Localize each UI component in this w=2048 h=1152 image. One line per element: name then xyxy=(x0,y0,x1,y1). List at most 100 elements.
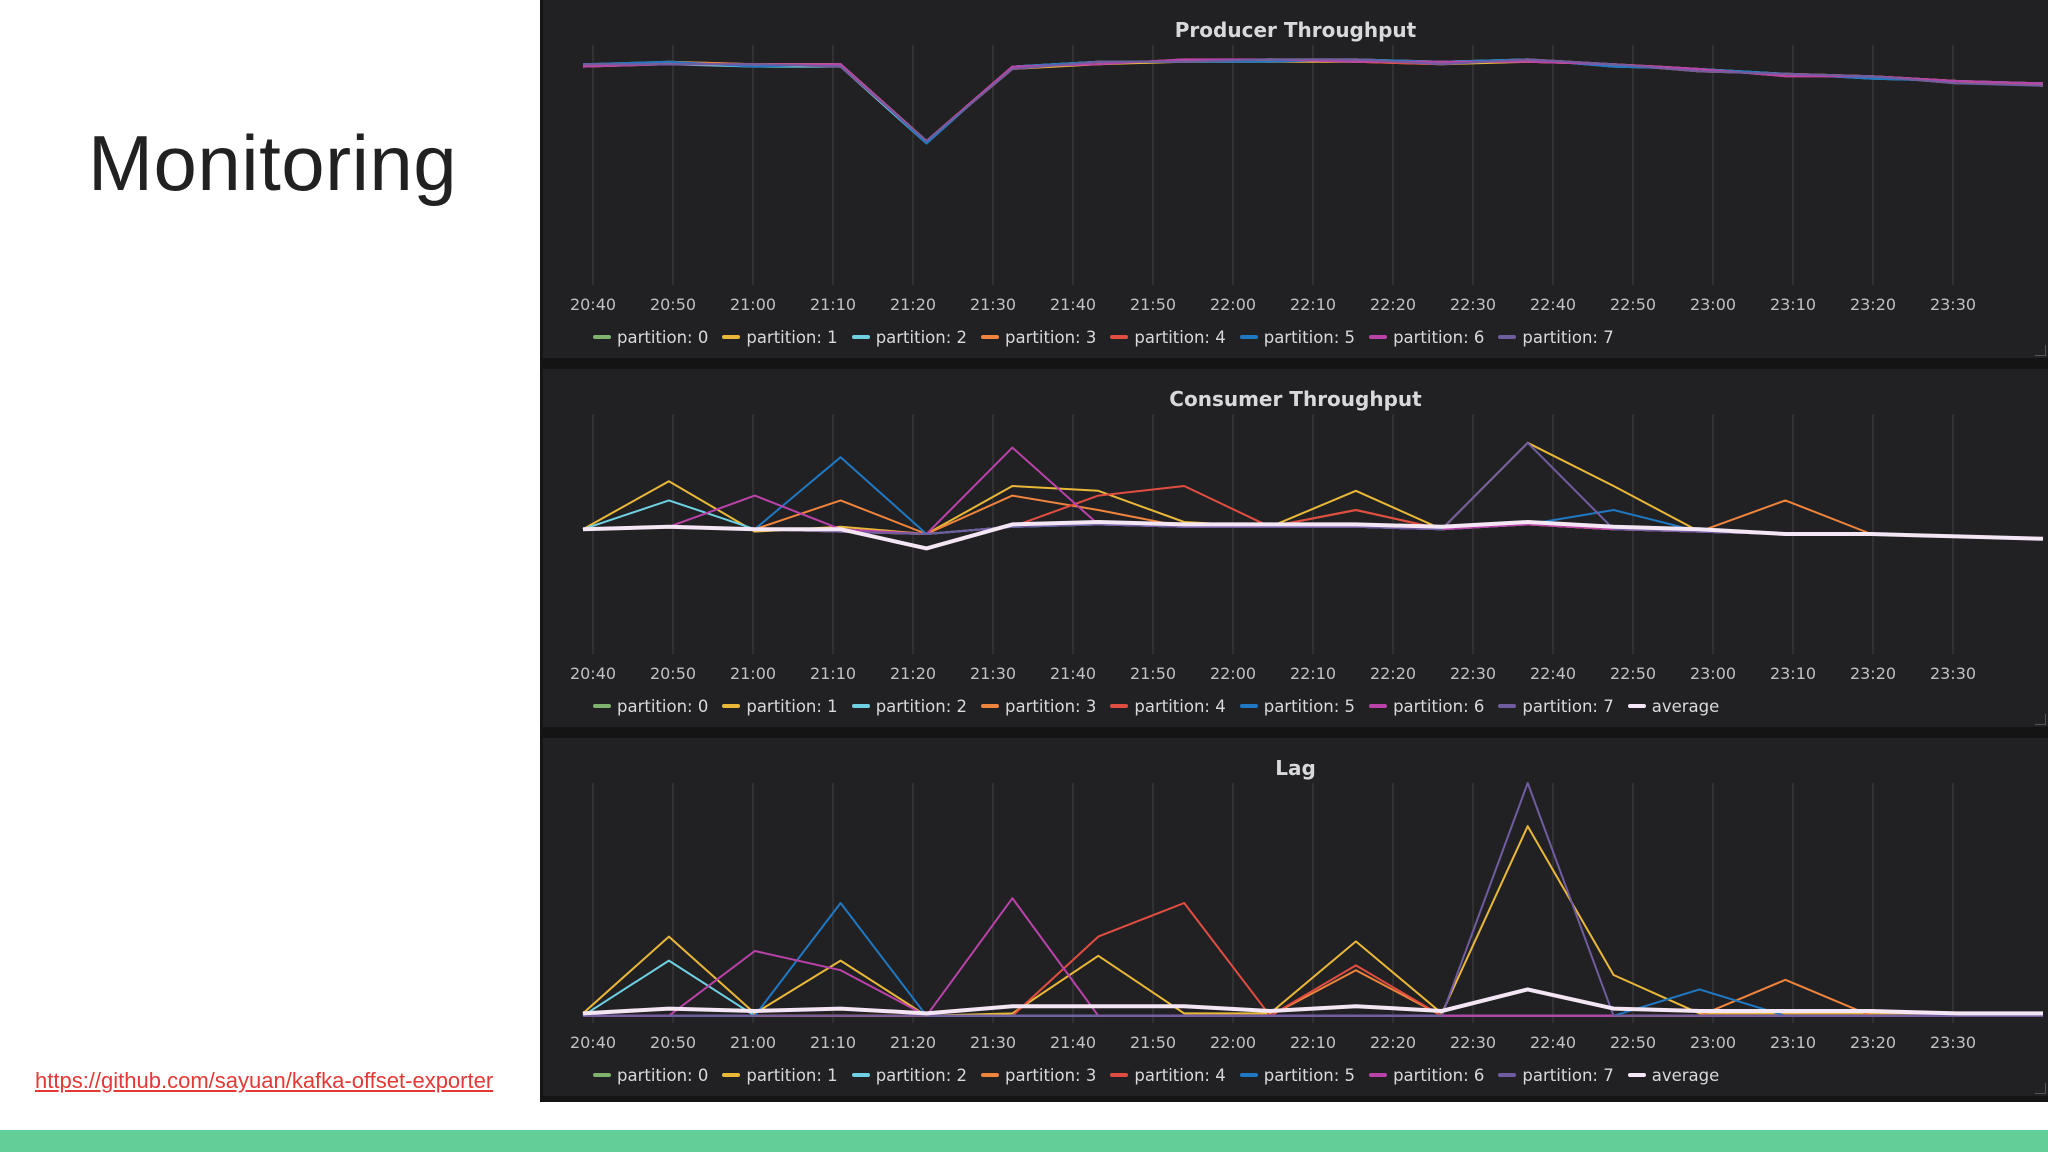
legend-swatch xyxy=(593,1073,611,1077)
x-tick-label: 22:40 xyxy=(1530,295,1576,314)
legend-item-partition-0[interactable]: partition: 0 xyxy=(593,697,708,716)
consumer-throughput-chart: 20:40 20:50 21:00 21:10 21:20 21:30 21:40 21:50… xyxy=(570,414,2044,683)
x-tick-label: 22:10 xyxy=(1290,295,1336,314)
legend-item-partition-7[interactable]: partition: 7 xyxy=(1498,327,1614,347)
panel-title: Producer Throughput xyxy=(1174,18,1417,42)
legend-swatch xyxy=(981,335,1000,339)
x-tick-label: 23:20 xyxy=(1850,1033,1896,1052)
legend-swatch xyxy=(851,335,870,339)
legend-item-average[interactable]: average xyxy=(1627,697,1719,716)
legend-label: partition: 3 xyxy=(1005,327,1097,347)
x-tick-label: 21:00 xyxy=(730,1033,776,1052)
x-tick-label: 23:30 xyxy=(1930,1033,1976,1052)
x-tick-label: 21:30 xyxy=(970,295,1016,314)
x-tick-label: 22:10 xyxy=(1290,1033,1336,1052)
legend-item-partition-4[interactable]: partition: 4 xyxy=(1110,1065,1226,1085)
legend-label: partition: 6 xyxy=(1393,696,1485,716)
x-tick-label: 23:20 xyxy=(1850,664,1896,683)
x-tick-label: 23:00 xyxy=(1690,664,1736,683)
legend-item-partition-2[interactable]: partition: 2 xyxy=(851,1065,968,1085)
legend-item-partition-5[interactable]: partition: 5 xyxy=(1239,328,1355,347)
x-tick-label: 22:50 xyxy=(1610,664,1656,683)
legend-item-partition-4[interactable]: partition: 4 xyxy=(1110,697,1226,716)
x-tick-label: 22:00 xyxy=(1210,295,1256,314)
legend-label: partition: 1 xyxy=(746,1065,838,1085)
legend-label: partition: 4 xyxy=(1134,327,1226,347)
legend-label: partition: 2 xyxy=(875,1065,968,1085)
x-tick-label: 20:40 xyxy=(570,1033,616,1052)
legend-swatch xyxy=(1110,1073,1129,1077)
x-tick-label: 22:20 xyxy=(1370,1033,1416,1052)
resize-handle[interactable] xyxy=(2035,345,2046,356)
series-line-average xyxy=(582,987,2043,1016)
resize-handle[interactable] xyxy=(2035,714,2046,725)
legend-item-partition-3[interactable]: partition: 3 xyxy=(981,328,1096,347)
x-tick-label: 21:20 xyxy=(890,295,936,314)
legend-item-partition-5[interactable]: partition: 5 xyxy=(1239,696,1356,716)
chart-legend: partition: 0 partition: 1 partition: 2 part… xyxy=(593,324,1614,350)
legend-label: partition: 7 xyxy=(1522,327,1614,347)
lag-chart: 20:40 20:50 21:00 21:10 21:20 21:30 21:40 21:50… xyxy=(570,782,2043,1052)
x-tick-label: 23:30 xyxy=(1930,295,1976,314)
x-tick-label: 22:20 xyxy=(1370,295,1416,314)
legend-item-partition-2[interactable]: partition: 2 xyxy=(851,327,968,347)
legend-item-partition-6[interactable]: partition: 6 xyxy=(1369,697,1484,716)
x-tick-label: 21:40 xyxy=(1050,295,1096,314)
legend-swatch xyxy=(1627,1073,1646,1077)
x-tick-label: 21:00 xyxy=(730,295,776,314)
x-tick-label: 20:40 xyxy=(570,295,616,314)
legend-item-partition-1[interactable]: partition: 1 xyxy=(722,697,838,716)
legend-swatch xyxy=(1498,1073,1517,1077)
x-tick-label: 23:30 xyxy=(1930,664,1976,683)
x-tick-label: 22:50 xyxy=(1610,295,1656,314)
x-tick-label: 22:10 xyxy=(1290,664,1336,683)
legend-swatch xyxy=(1239,1073,1258,1077)
legend-item-partition-6[interactable]: partition: 6 xyxy=(1369,328,1484,347)
legend-label: partition: 0 xyxy=(617,1065,709,1085)
x-tick-label: 21:30 xyxy=(970,1033,1016,1052)
legend-swatch xyxy=(1110,704,1129,708)
legend-swatch xyxy=(593,335,611,339)
legend-item-partition-7[interactable]: partition: 7 xyxy=(1498,1066,1614,1085)
legend-item-partition-2[interactable]: partition: 2 xyxy=(851,697,967,716)
legend-item-partition-3[interactable]: partition: 3 xyxy=(981,1066,1096,1085)
series-line-average xyxy=(582,520,2044,551)
chart-legend: partition: 0 partition: 1 partition: 2 part… xyxy=(593,693,1719,719)
x-tick-label: 20:50 xyxy=(650,295,696,314)
legend-swatch xyxy=(1498,704,1517,708)
panel-producer-throughput: 20:40 20:50 21:00 21:10 21:20 21:30 21:40 21:50… xyxy=(543,0,2048,358)
legend-item-partition-6[interactable]: partition: 6 xyxy=(1369,1066,1484,1085)
legend-swatch xyxy=(722,704,741,708)
legend-item-partition-5[interactable]: partition: 5 xyxy=(1239,1066,1355,1085)
legend-item-partition-0[interactable]: partition: 0 xyxy=(593,1066,708,1085)
legend-label: partition: 6 xyxy=(1393,327,1485,347)
x-tick-label: 21:10 xyxy=(810,295,856,314)
x-tick-label: 21:00 xyxy=(730,664,776,683)
x-tick-label: 22:50 xyxy=(1610,1033,1656,1052)
legend-item-average[interactable]: average xyxy=(1627,1066,1719,1085)
legend-swatch xyxy=(722,335,741,339)
legend-item-partition-1[interactable]: partition: 1 xyxy=(722,1065,838,1085)
x-tick-label: 21:20 xyxy=(890,664,936,683)
legend-label: partition: 0 xyxy=(617,327,709,347)
x-tick-label: 21:40 xyxy=(1050,1033,1096,1052)
x-tick-label: 20:40 xyxy=(570,664,616,683)
x-tick-label: 22:20 xyxy=(1370,664,1416,683)
chart-legend: partition: 0 partition: 1 partition: 2 part… xyxy=(593,1062,1719,1088)
source-link[interactable]: https://github.com/sayuan/kafka-offset-e… xyxy=(35,1068,494,1093)
legend-item-partition-0[interactable]: partition: 0 xyxy=(593,328,708,347)
x-tick-label: 22:40 xyxy=(1530,664,1576,683)
x-tick-label: 23:00 xyxy=(1690,295,1736,314)
resize-handle[interactable] xyxy=(2035,1083,2046,1094)
legend-label: partition: 4 xyxy=(1134,1065,1226,1085)
legend-item-partition-1[interactable]: partition: 1 xyxy=(722,328,838,347)
legend-label: partition: 3 xyxy=(1005,696,1097,716)
legend-label: partition: 2 xyxy=(875,327,968,347)
legend-item-partition-7[interactable]: partition: 7 xyxy=(1498,697,1614,716)
legend-item-partition-4[interactable]: partition: 4 xyxy=(1110,327,1226,347)
panel-title: Consumer Throughput xyxy=(1169,387,1422,411)
legend-swatch xyxy=(851,704,870,708)
legend-label: partition: 5 xyxy=(1263,696,1356,716)
legend-item-partition-3[interactable]: partition: 3 xyxy=(981,697,1096,716)
x-tick-label: 21:10 xyxy=(810,1033,856,1052)
